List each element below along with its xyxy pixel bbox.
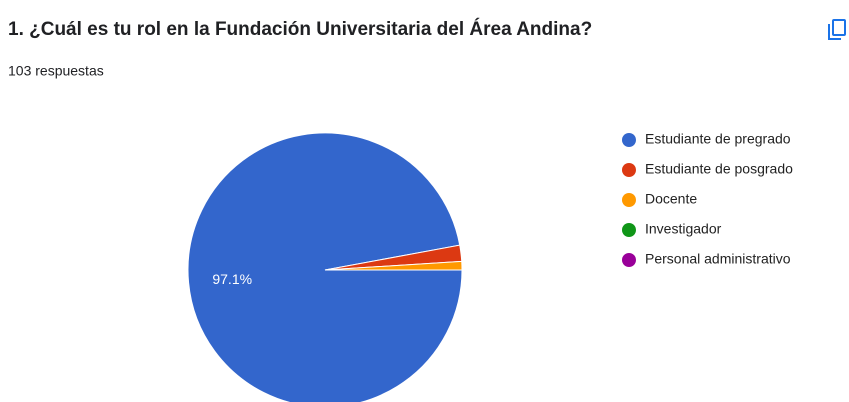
legend-swatch	[622, 133, 636, 147]
copy-icon[interactable]	[828, 19, 846, 40]
pie-slice	[187, 132, 463, 402]
legend-label: Docente	[645, 191, 697, 207]
legend-swatch	[622, 193, 636, 207]
legend-label: Personal administrativo	[645, 251, 791, 267]
chart-title: 1. ¿Cuál es tu rol en la Fundación Unive…	[8, 18, 592, 40]
legend-swatch	[622, 253, 636, 267]
pie-slice	[324, 260, 463, 271]
legend-label: Investigador	[645, 221, 722, 237]
legend-swatch	[622, 223, 636, 237]
legend-label: Estudiante de pregrado	[645, 131, 791, 147]
legend-swatch	[622, 163, 636, 177]
chart-subtitle: 103 respuestas	[8, 63, 104, 79]
legend-label: Estudiante de posgrado	[645, 161, 793, 177]
slice-label: 97.1%	[212, 271, 252, 287]
